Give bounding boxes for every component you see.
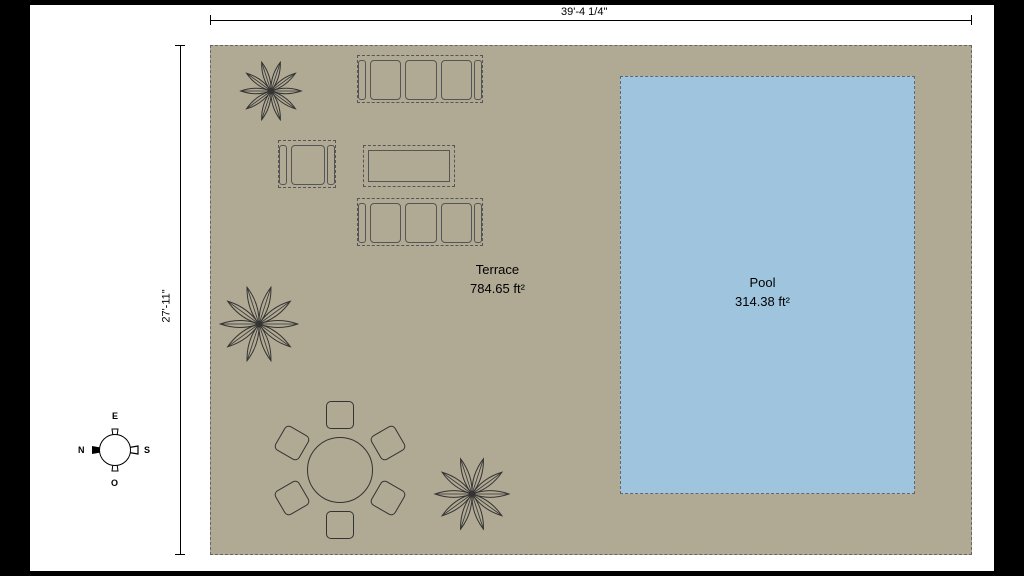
coffee-table-icon <box>363 145 455 187</box>
pool-label: Pool 314.38 ft² <box>735 275 790 309</box>
palm-plant-icon <box>428 450 516 543</box>
width-dimension-line <box>210 20 972 21</box>
terrace-area-value: 784.65 ft² <box>470 281 525 296</box>
pool-area-value: 314.38 ft² <box>735 294 790 309</box>
terrace-name: Terrace <box>470 262 525 277</box>
compass-o: O <box>111 478 118 488</box>
sofa-icon <box>357 55 483 103</box>
dining-set-icon <box>260 390 420 550</box>
sofa-icon <box>357 198 483 246</box>
compass-e: E <box>112 411 118 421</box>
palm-plant-icon <box>213 278 305 375</box>
armchair-icon <box>278 140 336 188</box>
compass-icon: N E S O <box>80 415 150 485</box>
compass-s: S <box>144 445 150 455</box>
palm-plant-icon <box>235 55 307 132</box>
compass-n: N <box>78 445 85 455</box>
height-dimension-label: 27'-11" <box>161 289 173 322</box>
width-dimension-label: 39'-4 1/4" <box>561 6 607 18</box>
height-dimension-line <box>180 45 181 555</box>
terrace-label: Terrace 784.65 ft² <box>470 262 525 296</box>
pool-name: Pool <box>735 275 790 290</box>
